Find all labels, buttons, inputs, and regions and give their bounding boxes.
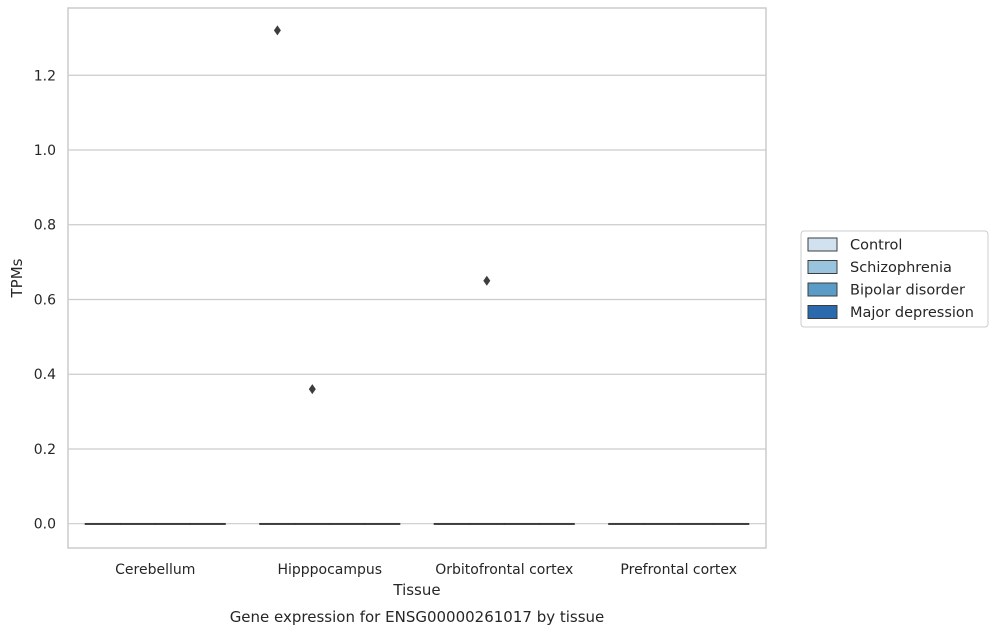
x-tick-label: Cerebellum [115, 562, 195, 578]
box-bipolar-disorder [678, 522, 715, 525]
outlier-point [483, 275, 491, 286]
plot-area [68, 8, 766, 548]
box-major-depression [363, 522, 401, 525]
legend-swatch [807, 260, 838, 274]
legend: Control Schizophrenia Bipolar disorder Majo… [800, 230, 989, 328]
chart-caption: Gene expression for ENSG00000261017 by t… [230, 608, 605, 626]
box-bipolar-disorder [503, 522, 540, 525]
y-axis-label: TPMs [8, 258, 26, 298]
box-series [84, 25, 750, 525]
y-tick-labels: 0.0 0.2 0.4 0.6 0.8 1.0 1.2 [34, 68, 56, 532]
plot-frame [67, 7, 767, 549]
y-tick-label: 0.0 [34, 517, 56, 533]
legend-frame [800, 230, 989, 328]
x-tick-label: Orbitofrontal cortex [435, 562, 573, 578]
x-tick-labels: Cerebellum Hipppocampus Orbitofrontal cort… [115, 562, 737, 578]
legend-swatch [807, 282, 838, 297]
outlier-point [273, 25, 281, 36]
y-tick-label: 0.8 [34, 218, 56, 234]
box-control [84, 522, 122, 525]
y-gridlines [68, 74, 766, 525]
x-tick-label: Hipppocampus [277, 562, 382, 578]
legend-swatch [807, 305, 838, 319]
box-bipolar-disorder [329, 522, 366, 525]
box-control [433, 522, 471, 525]
box-major-depression [712, 522, 750, 525]
box-bipolar-disorder [154, 522, 191, 525]
box-schizophrenia [643, 522, 680, 525]
box-control [259, 25, 296, 525]
legend-entry: Major depression [850, 305, 974, 321]
legend-entry: Schizophrenia [850, 260, 952, 276]
y-tick-label: 1.2 [34, 68, 56, 84]
box-major-depression [538, 522, 575, 525]
box-schizophrenia [119, 522, 156, 525]
y-tick-label: 1.0 [34, 143, 56, 159]
box-control [608, 522, 645, 525]
outlier-point [308, 384, 316, 395]
y-tick-label: 0.4 [34, 367, 56, 383]
box-major-depression [189, 522, 226, 525]
x-axis-label: Tissue [392, 581, 440, 599]
legend-entry: Bipolar disorder [850, 283, 965, 299]
legend-swatch [807, 237, 838, 252]
y-tick-label: 0.6 [34, 292, 56, 308]
x-tick-label: Prefrontal cortex [620, 562, 737, 578]
legend-entry: Control [850, 238, 902, 254]
y-tick-label: 0.2 [34, 442, 56, 458]
